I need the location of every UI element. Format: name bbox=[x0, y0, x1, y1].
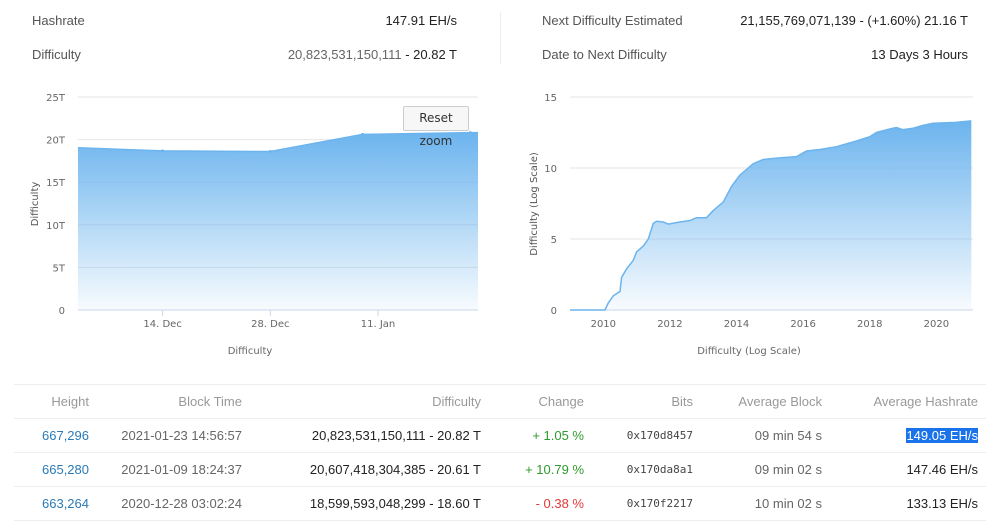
difficulty-table: Height Block Time Difficulty Change Bits… bbox=[14, 384, 986, 521]
average-hashrate-cell: 147.46 EH/s bbox=[906, 462, 978, 477]
y-tick-label: 0 bbox=[59, 306, 65, 317]
hashrate-label: Hashrate bbox=[32, 13, 85, 28]
y-tick-label: 15 bbox=[544, 93, 557, 104]
bits-cell: 0x170d8457 bbox=[626, 429, 693, 442]
x-tick-label: 11. Jan bbox=[361, 319, 396, 330]
average-block-cell: 09 min 02 s bbox=[754, 462, 822, 477]
block-height-link[interactable]: 663,264 bbox=[42, 496, 89, 511]
difficulty-cell: 20,607,418,304,385 - 20.61 T bbox=[309, 462, 481, 477]
average-block-cell: 10 min 02 s bbox=[754, 496, 822, 511]
data-point bbox=[268, 150, 272, 154]
table-row: 663,264 2020-12-28 03:02:24 18,599,593,048… bbox=[14, 487, 986, 521]
x-tick-label: 2010 bbox=[591, 319, 616, 330]
y-tick-label: 25T bbox=[46, 93, 66, 104]
hashrate-value: 147.91 EH/s bbox=[385, 13, 457, 28]
x-tick-label: 14. Dec bbox=[143, 319, 181, 330]
header-average-block: Average Block bbox=[738, 394, 822, 409]
difficulty-chart[interactable]: 0 5T 10T 15T 20T 25T 14. Dec 28. Dec 11. Jan Diff… bbox=[0, 80, 500, 370]
x-tick-label: 28. Dec bbox=[251, 319, 289, 330]
header-change: Change bbox=[538, 394, 584, 409]
next-difficulty-value: 21,155,769,071,139 - (+1.60%) 21.16 T bbox=[740, 13, 968, 28]
y-tick-label: 0 bbox=[551, 306, 557, 317]
average-hashrate-cell: 149.05 EH/s bbox=[906, 419, 978, 452]
data-point bbox=[361, 132, 365, 136]
change-cell: - 0.38 % bbox=[535, 496, 584, 511]
change-cell: + 1.05 % bbox=[532, 428, 584, 443]
bits-cell: 0x170da8a1 bbox=[626, 463, 693, 476]
average-hashrate-cell: 133.13 EH/s bbox=[906, 496, 978, 511]
x-tick-label: 2012 bbox=[657, 319, 682, 330]
log-difficulty-chart[interactable]: 0 5 10 15 2010 2012 2014 2016 2018 2020 Difficulty… bbox=[500, 80, 999, 370]
difficulty-value: 20,823,531,150,111 - 20.82 T bbox=[288, 47, 457, 62]
reset-zoom-button[interactable]: Reset zoom bbox=[403, 106, 469, 148]
x-tick-label: 2020 bbox=[924, 319, 949, 330]
y-tick-label: 5T bbox=[53, 263, 66, 274]
x-tick-label: 2018 bbox=[857, 319, 882, 330]
bits-cell: 0x170f2217 bbox=[626, 497, 693, 510]
table-header: Height Block Time Difficulty Change Bits… bbox=[14, 385, 986, 419]
table-row: 667,296 2021-01-23 14:56:57 20,823,531,150… bbox=[14, 419, 986, 453]
difficulty-full: 20,823,531,150,111 bbox=[287, 47, 402, 62]
table-row: 665,280 2021-01-09 18:24:37 20,607,418,304… bbox=[14, 453, 986, 487]
header-difficulty: Difficulty bbox=[432, 394, 481, 409]
y-axis-title: Difficulty (Log Scale) bbox=[529, 152, 540, 256]
average-block-cell: 09 min 54 s bbox=[754, 428, 822, 443]
date-next-label: Date to Next Difficulty bbox=[542, 47, 667, 62]
header-average-hashrate: Average Hashrate bbox=[873, 394, 978, 409]
change-cell: + 10.79 % bbox=[525, 462, 584, 477]
header-bits: Bits bbox=[671, 394, 693, 409]
area-fill bbox=[570, 120, 972, 310]
area-fill bbox=[78, 132, 478, 310]
x-axis-title: Difficulty bbox=[228, 346, 273, 357]
header-block-time: Block Time bbox=[178, 394, 242, 409]
block-height-link[interactable]: 665,280 bbox=[42, 462, 89, 477]
difficulty-short: - 20.82 T bbox=[405, 47, 457, 62]
stats-divider bbox=[500, 12, 501, 64]
header-height: Height bbox=[51, 394, 89, 409]
x-axis-title: Difficulty (Log Scale) bbox=[697, 346, 801, 357]
series-line bbox=[570, 120, 972, 311]
x-tick-label: 2014 bbox=[724, 319, 749, 330]
y-tick-label: 5 bbox=[551, 235, 557, 246]
block-time: 2020-12-28 03:02:24 bbox=[121, 496, 242, 511]
block-time: 2021-01-09 18:24:37 bbox=[121, 462, 242, 477]
x-tick-label: 2016 bbox=[790, 319, 815, 330]
difficulty-cell: 20,823,531,150,111 - 20.82 T bbox=[311, 428, 481, 443]
y-tick-label: 10 bbox=[544, 164, 557, 175]
data-point bbox=[468, 131, 472, 135]
y-axis-title: Difficulty bbox=[30, 182, 41, 227]
difficulty-cell: 18,599,593,048,299 - 18.60 T bbox=[309, 496, 481, 511]
y-tick-label: 15T bbox=[46, 178, 66, 189]
y-tick-label: 20T bbox=[46, 136, 66, 147]
data-point bbox=[161, 149, 165, 153]
block-height-link[interactable]: 667,296 bbox=[42, 428, 89, 443]
difficulty-label: Difficulty bbox=[32, 47, 81, 62]
y-tick-label: 10T bbox=[46, 221, 66, 232]
selected-text: 149.05 EH/s bbox=[906, 428, 978, 443]
block-time: 2021-01-23 14:56:57 bbox=[121, 428, 242, 443]
date-next-value: 13 Days 3 Hours bbox=[871, 47, 968, 62]
next-difficulty-label: Next Difficulty Estimated bbox=[542, 13, 683, 28]
